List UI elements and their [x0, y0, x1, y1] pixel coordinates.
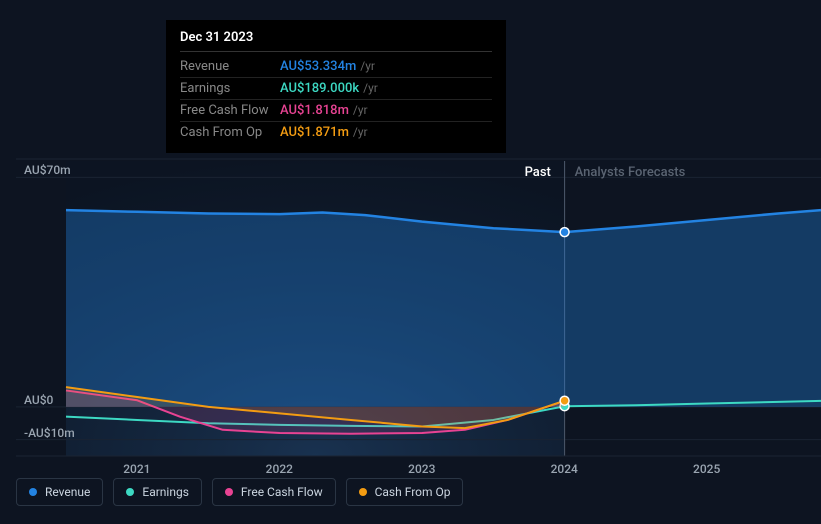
tooltip-metric-unit: /yr: [360, 59, 375, 73]
legend-label: Revenue: [45, 485, 90, 499]
tooltip-row: Free Cash Flow AU$1.818m /yr: [180, 100, 492, 122]
x-axis-label: 2024: [551, 462, 578, 476]
x-axis-label: 2022: [266, 462, 293, 476]
tooltip-row: Earnings AU$189.000k /yr: [180, 78, 492, 100]
tooltip-row: Revenue AU$53.334m /yr: [180, 56, 492, 78]
tooltip-metric-label: Free Cash Flow: [180, 103, 280, 118]
legend-swatch: [359, 488, 367, 496]
x-axis-label: 2025: [693, 462, 720, 476]
legend-swatch: [29, 488, 37, 496]
legend-item-free-cash-flow[interactable]: Free Cash Flow: [212, 478, 336, 506]
tooltip-metric-unit: /yr: [363, 81, 378, 95]
tooltip-metric-value: AU$1.818m: [280, 103, 349, 118]
past-period-label: Past: [525, 165, 551, 180]
tooltip-metric-label: Earnings: [180, 81, 280, 96]
x-axis-label: 2021: [123, 462, 150, 476]
legend-label: Cash From Op: [375, 485, 451, 499]
tooltip-date: Dec 31 2023: [180, 30, 492, 52]
forecast-period-label: Analysts Forecasts: [575, 165, 686, 180]
tooltip-metric-unit: /yr: [353, 125, 368, 139]
y-axis-label: AU$70m: [24, 163, 71, 177]
legend-item-cash-from-op[interactable]: Cash From Op: [346, 478, 464, 506]
legend-item-earnings[interactable]: Earnings: [113, 478, 202, 506]
tooltip-metric-label: Revenue: [180, 59, 280, 74]
legend-label: Free Cash Flow: [241, 485, 323, 499]
legend-swatch: [225, 488, 233, 496]
financial-chart: Dec 31 2023 Revenue AU$53.334m /yrEarnin…: [16, 16, 805, 508]
tooltip-row: Cash From Op AU$1.871m /yr: [180, 122, 492, 143]
y-axis-label: -AU$10m: [24, 426, 75, 440]
legend-label: Earnings: [142, 485, 189, 499]
tooltip-metric-unit: /yr: [353, 103, 368, 117]
legend-item-revenue[interactable]: Revenue: [16, 478, 103, 506]
x-axis-label: 2023: [408, 462, 435, 476]
tooltip-metric-value: AU$53.334m: [280, 59, 356, 74]
tooltip-metric-value: AU$1.871m: [280, 125, 349, 140]
chart-legend: Revenue Earnings Free Cash Flow Cash From O…: [16, 478, 463, 506]
tooltip-metric-value: AU$189.000k: [280, 81, 359, 96]
legend-swatch: [126, 488, 134, 496]
tooltip-metric-label: Cash From Op: [180, 125, 280, 140]
chart-tooltip: Dec 31 2023 Revenue AU$53.334m /yrEarnin…: [166, 20, 506, 153]
y-axis-label: AU$0: [24, 393, 53, 407]
